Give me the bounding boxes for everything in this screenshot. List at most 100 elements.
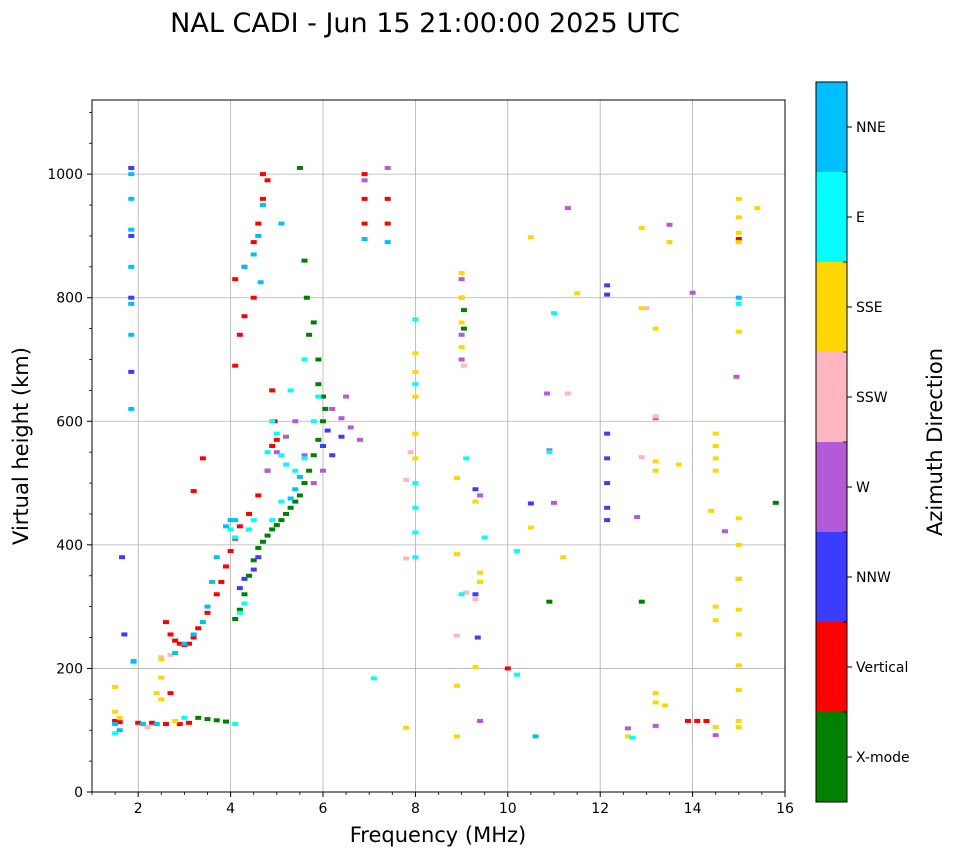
data-point <box>204 604 211 609</box>
data-point <box>250 567 257 572</box>
data-point <box>604 481 611 486</box>
data-point <box>735 688 742 693</box>
data-point <box>232 535 239 540</box>
series-sse <box>112 196 761 739</box>
data-point <box>652 468 659 473</box>
data-point <box>250 295 257 300</box>
data-point <box>666 222 673 227</box>
y-tick-label: 200 <box>56 661 83 677</box>
data-point <box>255 221 262 226</box>
data-point <box>361 221 368 226</box>
colorbar-segment <box>816 442 847 532</box>
data-point <box>412 351 419 356</box>
data-point <box>172 718 179 723</box>
data-point <box>544 391 551 396</box>
data-point <box>213 592 220 597</box>
data-point <box>119 555 126 560</box>
data-point <box>407 450 414 455</box>
data-point <box>634 515 641 520</box>
data-point <box>412 481 419 486</box>
data-point <box>264 533 271 538</box>
data-point <box>303 295 310 300</box>
data-point <box>269 527 276 532</box>
data-point <box>259 172 266 177</box>
data-point <box>329 453 336 458</box>
data-point <box>232 363 239 368</box>
data-point <box>735 632 742 637</box>
colorbar-segment <box>816 352 847 442</box>
data-point <box>712 468 719 473</box>
data-point <box>708 508 715 513</box>
data-point <box>453 683 460 688</box>
y-tick-label: 400 <box>56 538 83 554</box>
data-point <box>172 650 179 655</box>
y-axis-label: Virtual height (km) <box>9 347 33 545</box>
data-point <box>453 734 460 739</box>
data-points <box>112 165 779 740</box>
data-point <box>735 215 742 220</box>
data-point <box>135 720 142 725</box>
data-point <box>474 635 481 640</box>
data-point <box>292 468 299 473</box>
data-point <box>269 388 276 393</box>
data-point <box>283 511 290 516</box>
data-point <box>604 456 611 461</box>
x-tick-label: 14 <box>684 801 702 817</box>
data-point <box>112 684 119 689</box>
data-point <box>241 576 248 581</box>
data-point <box>477 493 484 498</box>
data-point <box>652 723 659 728</box>
data-point <box>712 456 719 461</box>
data-point <box>259 196 266 201</box>
data-point <box>477 570 484 575</box>
data-point <box>712 431 719 436</box>
data-point <box>269 419 276 424</box>
data-point <box>564 391 571 396</box>
data-point <box>259 539 266 544</box>
data-point <box>403 556 410 561</box>
data-point <box>721 529 728 534</box>
data-point <box>324 428 331 433</box>
data-point <box>128 227 135 232</box>
data-point <box>116 715 123 720</box>
data-point <box>477 579 484 584</box>
data-point <box>139 722 146 727</box>
data-point <box>472 665 479 670</box>
data-point <box>361 178 368 183</box>
data-point <box>320 468 326 473</box>
data-point <box>128 332 135 337</box>
data-point <box>694 718 701 723</box>
data-point <box>218 579 225 584</box>
data-point <box>532 734 539 739</box>
data-point <box>301 357 308 362</box>
colorbar-label-ssw: SSW <box>856 390 888 406</box>
data-point <box>735 576 742 581</box>
data-point <box>287 496 294 501</box>
data-point <box>460 308 467 313</box>
y-tick-label: 800 <box>56 291 83 307</box>
data-point <box>574 291 581 296</box>
data-point <box>604 518 611 523</box>
data-point <box>292 419 299 424</box>
data-point <box>167 632 174 637</box>
colorbar-label-w: W <box>856 480 870 496</box>
data-point <box>128 165 135 170</box>
data-point <box>361 196 368 201</box>
data-point <box>463 590 470 595</box>
data-point <box>255 233 262 238</box>
colorbar-label: Azimuth Direction <box>923 348 947 536</box>
data-point <box>310 419 317 424</box>
colorbar-frame <box>815 81 848 803</box>
data-point <box>241 601 248 606</box>
x-tick-label: 8 <box>411 801 420 817</box>
data-point <box>343 394 350 399</box>
data-point <box>481 535 488 540</box>
data-point <box>735 196 742 201</box>
data-point <box>338 416 345 421</box>
data-point <box>287 388 294 393</box>
data-point <box>329 406 336 411</box>
data-point <box>158 675 165 680</box>
data-point <box>128 301 135 306</box>
data-point <box>213 555 220 560</box>
